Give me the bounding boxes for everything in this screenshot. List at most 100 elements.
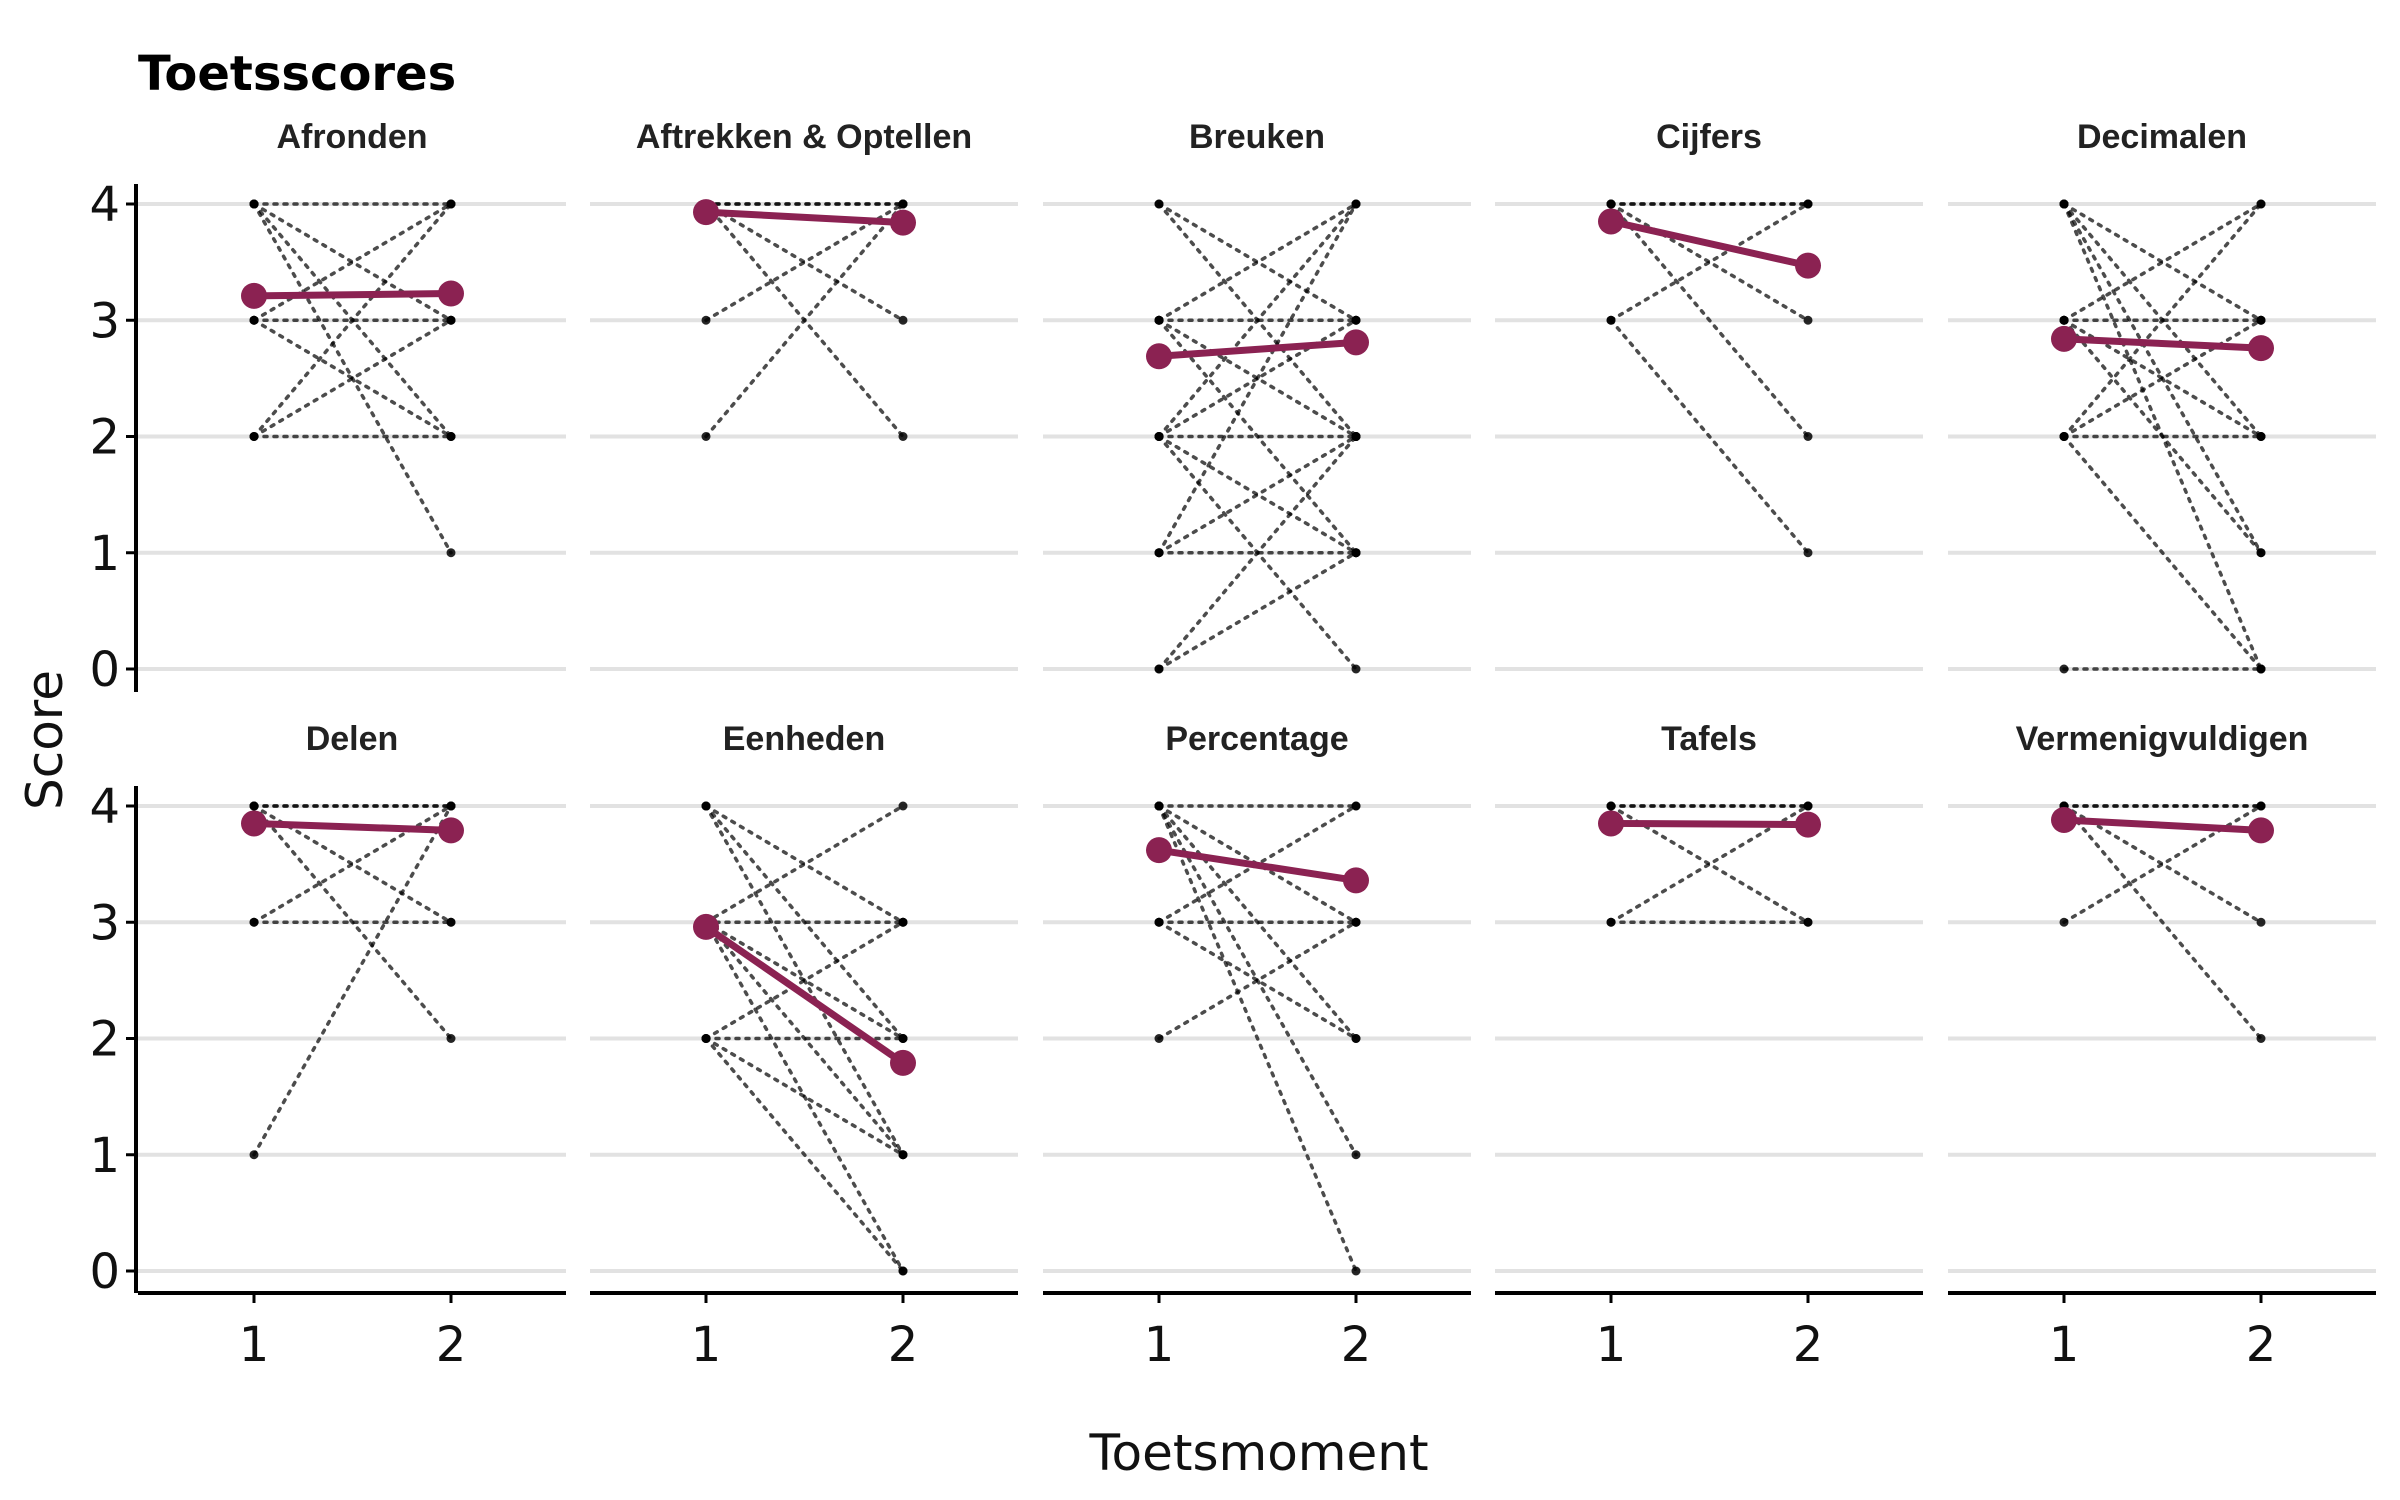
chart-title: Toetsscores [138,46,456,102]
individual-line [1157,202,1358,322]
individual-point [701,315,711,325]
individual-point [1803,917,1813,927]
individual-point [1351,664,1361,674]
individual-point [1154,917,1164,927]
x-tick-label: 1 [1144,1317,1175,1373]
mean-line [1155,846,1360,884]
facet-strip-label: Breuken [1189,118,1325,156]
x-tick-label: 2 [1793,1317,1824,1373]
y-tick-label: 1 [89,526,120,582]
individual-line [704,1036,905,1273]
individual-point [249,1150,259,1160]
mean-line [1607,819,1812,829]
individual-line [2062,434,2263,671]
individual-point [1803,432,1813,441]
individual-point [898,1034,908,1043]
individual-point [2256,801,2266,811]
facet-strip-label: Aftrekken & Optellen [636,118,972,156]
facet-strip-label: Delen [306,720,399,758]
facet-strip-label: Decimalen [2077,118,2247,156]
y-tick-label: 0 [89,642,120,698]
individual-line [704,804,905,924]
individual-point [1154,664,1164,674]
individual-line [2062,318,2263,439]
individual-point [1351,315,1361,325]
mean-point [693,913,719,940]
x-tick-label: 1 [239,1317,270,1373]
individual-point [898,801,908,811]
mean-line [250,819,455,834]
individual-line [2062,202,2263,439]
facet-panel: Percentage [1043,720,1471,1276]
individual-line [2062,202,2263,322]
mean-line [250,290,455,300]
individual-point [1351,1150,1361,1160]
y-tick-label: 3 [89,895,120,951]
individual-point [1606,801,1616,811]
facet-strip-label: Tafels [1661,720,1757,758]
individual-point [446,199,456,209]
individual-line [252,804,453,924]
facet-panel: Eenheden [590,720,1018,1276]
individual-point [2059,315,2069,325]
mean-point [2248,817,2274,844]
y-tick-label: 1 [89,1128,120,1184]
individual-point [1154,315,1164,325]
individual-line [1157,202,1358,555]
individual-point [1351,1034,1361,1043]
individual-point [1606,315,1616,325]
facet-strip-label: Cijfers [1656,118,1762,156]
individual-point [1351,432,1361,441]
y-tick-label: 4 [89,177,120,233]
individual-point [1351,801,1361,811]
mean-point [438,817,464,844]
individual-point [1606,917,1616,927]
mean-line [1607,217,1812,270]
facet-panel: Tafels [1495,720,1923,1273]
mean-point [1146,837,1172,864]
facet-strip-label: Afronden [276,118,427,156]
individual-point [249,315,259,325]
individual-point [1154,548,1164,558]
mean-point [1343,867,1369,894]
individual-line [252,318,453,439]
x-axes: 1 2 1 2 1 2 1 2 1 2 [138,1291,2376,1373]
individual-point [1154,1034,1164,1043]
individual-point [2256,199,2266,209]
individual-point [2059,664,2069,674]
individual-point [701,1034,711,1043]
individual-point [446,917,456,927]
mean-point [1795,811,1821,838]
facet-panel: Aftrekken & Optellen [590,118,1018,671]
individual-point [249,432,259,441]
individual-line [704,1036,905,1157]
mean-line [2060,335,2265,352]
individual-point [1154,432,1164,441]
mean-line [1155,338,1360,360]
individual-point [2059,199,2069,209]
x-tick-label: 1 [691,1317,722,1373]
mean-line [702,208,907,227]
individual-line [252,202,453,439]
x-tick-label: 2 [2246,1317,2277,1373]
individual-point [1154,199,1164,209]
facet-strip-label: Percentage [1165,720,1348,758]
individual-line [1609,202,1810,322]
mean-point [693,199,719,226]
mean-point [1343,329,1369,356]
individual-line [1609,202,1810,439]
individual-line [1157,804,1358,1273]
individual-line [1157,202,1358,439]
mean-point [2248,335,2274,362]
individual-point [2256,1034,2266,1043]
individual-point [1154,801,1164,811]
facet-strip-label: Vermenigvuldigen [2016,720,2309,758]
individual-point [701,432,711,441]
y-tick-label: 4 [89,779,120,835]
individual-point [1351,548,1361,558]
y-tick-label: 2 [89,1012,120,1068]
individual-point [1803,548,1813,558]
facet-panel: Decimalen [1948,118,2376,674]
individual-line [2062,804,2263,1041]
individual-point [446,801,456,811]
